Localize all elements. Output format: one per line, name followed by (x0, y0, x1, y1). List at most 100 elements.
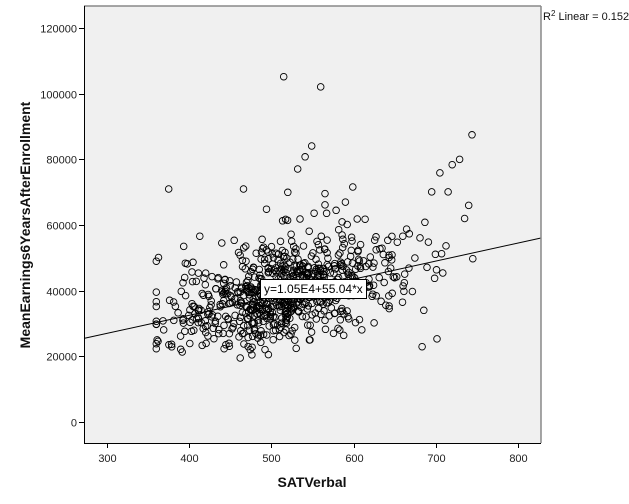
data-point (321, 325, 330, 334)
data-point (207, 301, 215, 309)
data-point (278, 246, 287, 255)
data-point (343, 220, 351, 229)
data-point (319, 270, 328, 278)
data-point (264, 267, 273, 276)
data-point (221, 286, 230, 294)
data-point (375, 273, 383, 282)
data-point (244, 342, 252, 351)
data-point (258, 244, 267, 253)
data-point (183, 260, 192, 268)
data-point (338, 231, 346, 239)
data-point (312, 255, 320, 264)
data-point (264, 248, 272, 256)
data-point (194, 269, 203, 277)
data-point (198, 341, 206, 350)
data-point (356, 240, 365, 249)
data-point (278, 217, 287, 225)
data-point (201, 269, 210, 277)
data-point (242, 303, 250, 311)
data-point (314, 260, 323, 268)
data-point (238, 308, 247, 317)
data-point (226, 277, 234, 285)
data-point (274, 255, 282, 264)
data-point (354, 255, 363, 264)
data-point (256, 271, 264, 279)
data-point (279, 72, 288, 81)
data-point (324, 262, 333, 271)
data-point (436, 169, 444, 177)
data-point (230, 236, 238, 245)
data-point (277, 323, 285, 332)
data-point (290, 323, 299, 332)
data-point (278, 314, 286, 322)
data-point (188, 277, 197, 286)
data-point (250, 325, 259, 333)
x-axis-title: SATVerbal (278, 474, 347, 490)
data-point (260, 259, 269, 268)
data-point (186, 318, 194, 327)
data-point (297, 303, 305, 312)
data-point (347, 233, 356, 242)
data-point (385, 253, 393, 262)
data-point (321, 316, 329, 325)
data-point (192, 314, 201, 323)
data-point (464, 201, 473, 210)
data-point (236, 354, 244, 362)
x-axis-ticks: 300 400 500 600 700 800 (98, 443, 528, 465)
data-point (238, 256, 247, 265)
data-point (336, 249, 344, 257)
data-point (421, 218, 429, 227)
data-point (306, 321, 314, 329)
data-point (448, 160, 456, 169)
data-point (321, 189, 329, 198)
data-point (420, 306, 428, 315)
y-tick-label: 60000 (46, 221, 77, 233)
data-point (198, 289, 206, 298)
data-point (308, 311, 316, 319)
data-point (180, 273, 189, 282)
data-point (225, 339, 233, 348)
y-tick-label: 40000 (46, 287, 77, 299)
data-point (276, 237, 285, 246)
data-point (385, 304, 393, 313)
data-point (171, 302, 180, 311)
data-point (385, 292, 393, 300)
data-point (194, 318, 202, 327)
data-point (427, 188, 436, 196)
r2-superscript: 2 (550, 9, 556, 18)
data-point (165, 341, 173, 349)
data-point (351, 318, 360, 327)
data-point (336, 316, 345, 324)
data-point (304, 302, 313, 310)
data-point (177, 287, 186, 296)
data-point (321, 201, 329, 209)
data-point (264, 264, 272, 273)
data-point (289, 300, 297, 308)
data-point (266, 312, 274, 321)
data-point (389, 273, 398, 281)
data-point (330, 262, 339, 270)
data-point (379, 250, 388, 259)
data-point (331, 265, 339, 273)
data-point (370, 236, 379, 244)
data-point (169, 298, 178, 306)
data-point (243, 281, 251, 290)
data-point (338, 266, 347, 274)
data-point (234, 248, 243, 257)
data-point (283, 312, 291, 321)
data-point (299, 242, 308, 250)
data-point (405, 230, 414, 238)
data-point (369, 290, 377, 298)
data-point (211, 317, 220, 325)
data-point (411, 254, 419, 262)
data-point (229, 323, 237, 331)
data-point (320, 307, 328, 315)
data-point (154, 337, 162, 346)
data-point (341, 198, 350, 206)
x-tick-label: 600 (345, 453, 363, 465)
data-point (330, 309, 339, 318)
data-point (313, 237, 321, 246)
data-point (152, 320, 161, 329)
data-point (358, 326, 366, 334)
